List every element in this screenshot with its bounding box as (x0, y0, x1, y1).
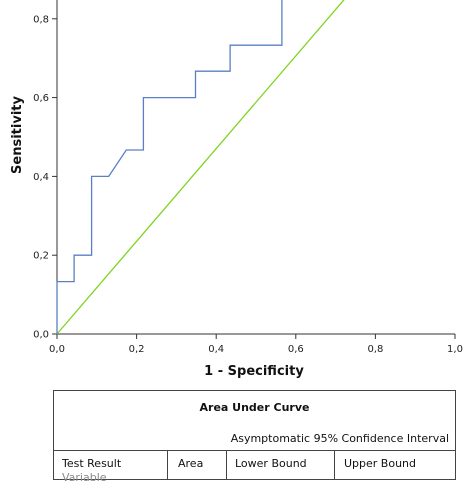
x-tick-label: 0,0 (49, 344, 65, 355)
x-tick-label: 0,2 (129, 344, 145, 355)
column-divider (167, 450, 168, 479)
roc-curve-line (56, 0, 283, 334)
x-tick-label: 0,6 (288, 344, 304, 355)
column-divider (226, 450, 227, 479)
col-header-test-result-sub: Variable (62, 471, 107, 484)
column-divider (334, 450, 335, 479)
x-tick-label: 0,4 (208, 344, 224, 355)
x-tick-label: 0,8 (367, 344, 383, 355)
x-tick-label: 1,0 (447, 344, 463, 355)
reference-diagonal-line (56, 0, 345, 335)
roc-chart: 0,0 0,2 0,4 0,6 0,8 1,0 0,0 0,2 0,4 0,6 0,8 Sensit… (10, 0, 463, 379)
y-tick-label: 0,4 (33, 172, 49, 183)
col-header-test-result: Test Result (62, 457, 122, 470)
auc-table: Area Under Curve Asymptomatic 95% Confid… (53, 390, 456, 484)
x-axis-title: 1 - Specificity (204, 364, 304, 379)
confidence-interval-header: Asymptomatic 95% Confidence Interval (230, 432, 449, 445)
y-tick-label: 0,2 (33, 251, 49, 262)
auc-table-title: Area Under Curve (199, 401, 310, 414)
y-axis-title: Sensitivity (10, 96, 25, 174)
y-tick-label: 0,0 (33, 330, 49, 341)
table-header-rule (54, 450, 455, 451)
col-header-area: Area (178, 457, 204, 470)
y-tick-label: 0,6 (33, 93, 49, 104)
y-tick-label: 0,8 (33, 14, 49, 25)
col-header-upper-bound: Upper Bound (344, 457, 417, 470)
col-header-lower-bound: Lower Bound (235, 457, 307, 470)
